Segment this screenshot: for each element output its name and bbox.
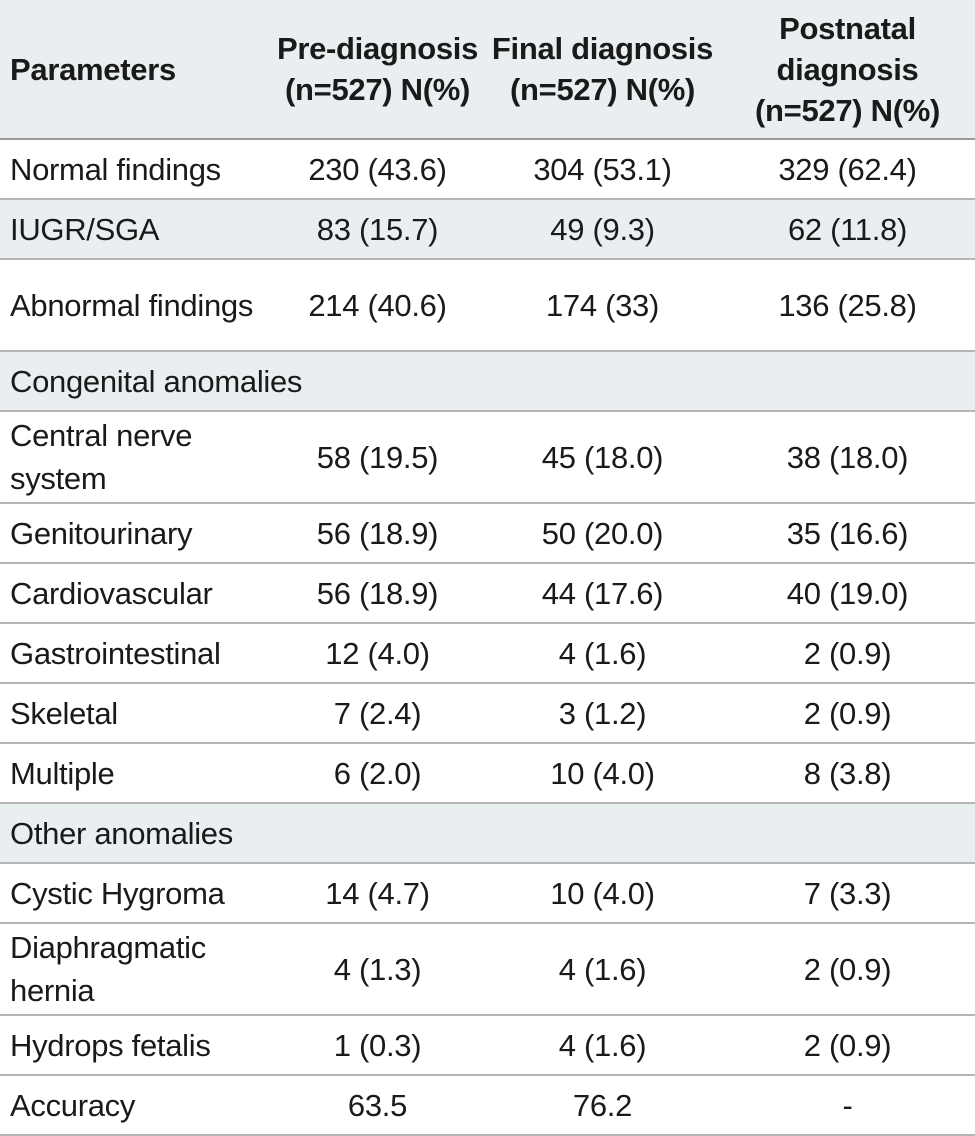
cell-final: 45 (18.0) (485, 411, 720, 504)
table-row: Hydrops fetalis 1 (0.3) 4 (1.6) 2 (0.9) (0, 1015, 975, 1076)
cell-pre: 12 (4.0) (270, 623, 485, 684)
cell-final: 3 (1.2) (485, 683, 720, 744)
cell-final: 4 (1.6) (485, 623, 720, 684)
table-row: Normal findings 230 (43.6) 304 (53.1) 32… (0, 139, 975, 200)
header-pre-diagnosis: Pre-diagnosis (n=527) N(%) (270, 0, 485, 140)
cell-final: 44 (17.6) (485, 563, 720, 624)
row-label: IUGR/SGA (0, 199, 270, 260)
row-label: Multiple (0, 743, 270, 804)
cell-final: 4 (1.6) (485, 923, 720, 1016)
cell-pre: 58 (19.5) (270, 411, 485, 504)
row-label: Genitourinary (0, 503, 270, 564)
table-row: Genitourinary 56 (18.9) 50 (20.0) 35 (16… (0, 503, 975, 564)
cell-pre: 63.5 (270, 1075, 485, 1136)
row-label: Skeletal (0, 683, 270, 744)
table-row: Accuracy 63.5 76.2 - (0, 1075, 975, 1136)
table-row: Cystic Hygroma 14 (4.7) 10 (4.0) 7 (3.3) (0, 863, 975, 924)
section-row: Other anomalies (0, 803, 975, 864)
header-parameters: Parameters (0, 0, 270, 140)
table-row: IUGR/SGA 83 (15.7) 49 (9.3) 62 (11.8) (0, 199, 975, 260)
cell-final: 76.2 (485, 1075, 720, 1136)
cell-pre: 56 (18.9) (270, 503, 485, 564)
section-label: Congenital anomalies (0, 351, 975, 412)
row-label: Abnormal findings (0, 259, 270, 352)
cell-final: 10 (4.0) (485, 743, 720, 804)
cell-postnatal: 329 (62.4) (720, 139, 975, 200)
table-row: Abnormal findings 214 (40.6) 174 (33) 13… (0, 259, 975, 352)
cell-postnatal: 8 (3.8) (720, 743, 975, 804)
cell-final: 304 (53.1) (485, 139, 720, 200)
table-row: Skeletal 7 (2.4) 3 (1.2) 2 (0.9) (0, 683, 975, 744)
cell-postnatal: 62 (11.8) (720, 199, 975, 260)
table-row: Cardiovascular 56 (18.9) 44 (17.6) 40 (1… (0, 563, 975, 624)
table-row: Multiple 6 (2.0) 10 (4.0) 8 (3.8) (0, 743, 975, 804)
cell-postnatal: 40 (19.0) (720, 563, 975, 624)
header-postnatal-diagnosis: Postnatal diagnosis (n=527) N(%) (720, 0, 975, 140)
cell-postnatal: - (720, 1075, 975, 1136)
cell-postnatal: 2 (0.9) (720, 923, 975, 1016)
cell-pre: 1 (0.3) (270, 1015, 485, 1076)
row-label: Hydrops fetalis (0, 1015, 270, 1076)
cell-pre: 56 (18.9) (270, 563, 485, 624)
header-final-diagnosis: Final diagnosis (n=527) N(%) (485, 0, 720, 140)
cell-postnatal: 2 (0.9) (720, 623, 975, 684)
cell-pre: 14 (4.7) (270, 863, 485, 924)
row-label: Cardiovascular (0, 563, 270, 624)
cell-pre: 4 (1.3) (270, 923, 485, 1016)
table-row: Central nerve system 58 (19.5) 45 (18.0)… (0, 411, 975, 504)
cell-final: 50 (20.0) (485, 503, 720, 564)
section-row: Congenital anomalies (0, 351, 975, 412)
header-row: Parameters Pre-diagnosis (n=527) N(%) Fi… (0, 0, 975, 140)
cell-postnatal: 2 (0.9) (720, 1015, 975, 1076)
cell-final: 4 (1.6) (485, 1015, 720, 1076)
cell-pre: 83 (15.7) (270, 199, 485, 260)
cell-postnatal: 7 (3.3) (720, 863, 975, 924)
table-row: Gastrointestinal 12 (4.0) 4 (1.6) 2 (0.9… (0, 623, 975, 684)
row-label: Normal findings (0, 139, 270, 200)
cell-pre: 6 (2.0) (270, 743, 485, 804)
cell-pre: 230 (43.6) (270, 139, 485, 200)
cell-pre: 214 (40.6) (270, 259, 485, 352)
row-label: Cystic Hygroma (0, 863, 270, 924)
row-label: Gastrointestinal (0, 623, 270, 684)
row-label: Central nerve system (0, 411, 270, 504)
row-label: Accuracy (0, 1075, 270, 1136)
cell-postnatal: 2 (0.9) (720, 683, 975, 744)
cell-postnatal: 35 (16.6) (720, 503, 975, 564)
cell-pre: 7 (2.4) (270, 683, 485, 744)
cell-postnatal: 38 (18.0) (720, 411, 975, 504)
cell-final: 10 (4.0) (485, 863, 720, 924)
cell-postnatal: 136 (25.8) (720, 259, 975, 352)
row-label: Diaphragmatic hernia (0, 923, 270, 1016)
cell-final: 174 (33) (485, 259, 720, 352)
table-row: Diaphragmatic hernia 4 (1.3) 4 (1.6) 2 (… (0, 923, 975, 1016)
section-label: Other anomalies (0, 803, 975, 864)
cell-final: 49 (9.3) (485, 199, 720, 260)
